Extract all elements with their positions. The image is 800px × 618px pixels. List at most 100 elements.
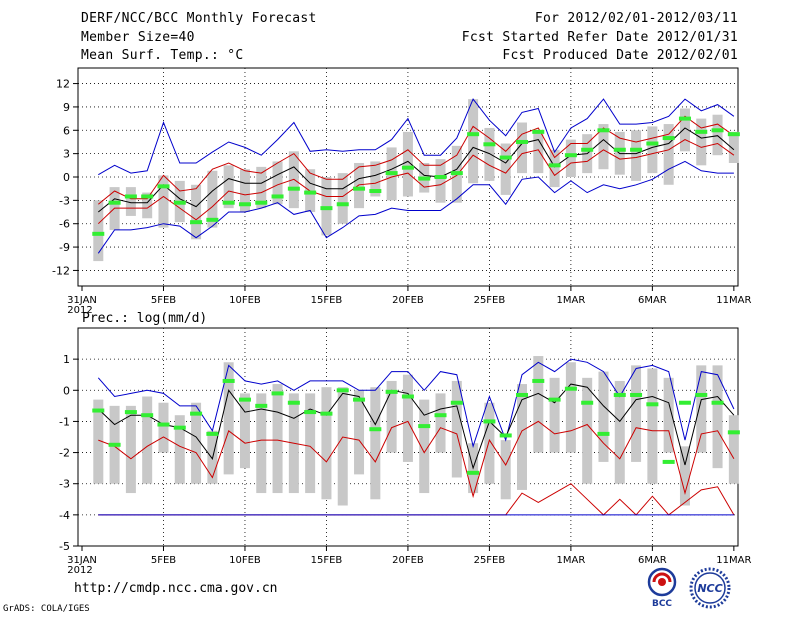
y-tick-label: -3	[59, 194, 70, 207]
ensemble-box	[272, 161, 283, 205]
ensemble-box	[191, 184, 202, 240]
ensemble-marker	[564, 153, 577, 158]
ensemble-box	[500, 143, 511, 195]
ensemble-box	[696, 365, 707, 453]
ensemble-box	[239, 169, 250, 213]
ensemble-marker	[581, 147, 594, 152]
fcst-started-date: Fcst Started Refer Date 2012/01/31	[461, 30, 738, 45]
x-tick-label: 25FEB	[474, 555, 506, 566]
ensemble-marker	[173, 425, 186, 430]
ensemble-marker	[483, 142, 496, 147]
y-tick-label: 3	[63, 148, 70, 161]
y-tick-label: -5	[59, 540, 70, 553]
x-tick-label: 31JAN	[67, 295, 97, 306]
x-tick-label: 1MAR	[556, 555, 585, 566]
ensemble-box	[93, 200, 104, 262]
ensemble-box	[631, 365, 642, 462]
ensemble-marker	[401, 394, 414, 399]
ncc-logo-inner	[694, 572, 726, 604]
variable-label: Mean Surf. Temp.: °C	[81, 48, 244, 63]
ensemble-box	[272, 384, 283, 494]
x-year-label: 2012	[67, 305, 92, 316]
ensemble-marker	[190, 411, 203, 416]
member-size: Member Size=40	[81, 30, 195, 45]
ensemble-box	[174, 415, 185, 484]
ensemble-marker	[369, 189, 382, 194]
y-tick-label: -4	[59, 509, 70, 522]
y-tick-label: 9	[63, 101, 70, 114]
ensemble-marker	[727, 430, 740, 435]
x-tick-label: 11MAR	[716, 295, 751, 306]
ensemble-marker	[385, 171, 398, 176]
ensemble-box	[207, 170, 218, 228]
ensemble-marker	[108, 200, 121, 205]
x-tick-label: 15FEB	[311, 295, 343, 306]
ensemble-marker	[467, 470, 480, 475]
ensemble-marker	[401, 165, 414, 170]
ensemble-box	[93, 399, 104, 484]
ensemble-marker	[678, 400, 691, 405]
series-line-mean	[97, 383, 735, 470]
ensemble-box	[158, 175, 169, 228]
ensemble-marker	[711, 128, 724, 133]
ensemble-marker	[222, 200, 235, 205]
bcc-logo-arc	[652, 572, 672, 583]
ensemble-box	[321, 387, 332, 500]
ensemble-marker	[662, 459, 675, 464]
ensemble-marker	[581, 400, 594, 405]
ensemble-box	[223, 362, 234, 475]
ensemble-box	[402, 374, 413, 462]
ensemble-box	[549, 377, 560, 453]
website-url[interactable]: http://cmdp.ncc.cma.gov.cn	[74, 581, 278, 596]
ensemble-marker	[124, 410, 137, 415]
ensemble-box	[354, 162, 365, 209]
ensemble-marker	[124, 194, 137, 199]
ensemble-marker	[630, 147, 643, 152]
ensemble-box	[663, 124, 674, 185]
precipitation-title: Prec.: log(mm/d)	[82, 311, 207, 326]
ensemble-marker	[434, 413, 447, 418]
ensemble-marker	[564, 386, 577, 391]
ensemble-marker	[255, 200, 268, 205]
ensemble-marker	[548, 163, 561, 168]
ensemble-marker	[499, 155, 512, 160]
ensemble-box	[256, 166, 267, 209]
ensemble-marker	[287, 186, 300, 191]
precipitation-panel: -5 -4 -3 -2 -1 0 1 31JAN 5FEB 10FEB 15FEB 20FEB 25FE…	[59, 327, 751, 576]
ensemble-marker	[613, 392, 626, 397]
ensemble-marker	[92, 408, 105, 413]
ensemble-marker	[418, 176, 431, 181]
ensemble-marker	[141, 194, 154, 199]
ensemble-marker	[450, 171, 463, 176]
ensemble-marker	[385, 389, 398, 394]
ensemble-marker	[108, 442, 121, 447]
y-tick-label: -1	[59, 415, 70, 428]
y-tick-label: 6	[63, 124, 70, 137]
ensemble-box	[402, 131, 413, 197]
ensemble-marker	[92, 231, 105, 236]
ncc-logo: NCC	[689, 567, 731, 609]
ensemble-box	[256, 393, 267, 494]
ncc-logo-text: NCC	[697, 582, 722, 595]
ensemble-marker	[369, 427, 382, 432]
ensemble-box	[354, 390, 365, 475]
grads-credit: GrADS: COLA/IGES	[3, 604, 90, 614]
ensemble-box	[125, 405, 136, 494]
x-tick-label: 20FEB	[392, 295, 424, 306]
ensemble-marker	[304, 190, 317, 195]
ensemble-marker	[597, 128, 610, 133]
ensemble-marker	[711, 400, 724, 405]
ensemble-box	[435, 393, 446, 453]
ensemble-marker	[353, 397, 366, 402]
ensemble-marker	[336, 388, 349, 393]
ensemble-box	[517, 384, 527, 490]
ensemble-marker	[597, 431, 610, 436]
ensemble-box	[484, 402, 495, 484]
ensemble-box	[549, 149, 560, 188]
ensemble-box	[191, 402, 202, 484]
ensemble-marker	[695, 392, 708, 397]
ensemble-marker	[157, 184, 170, 189]
ensemble-box	[500, 440, 511, 500]
ensemble-marker	[727, 132, 740, 137]
